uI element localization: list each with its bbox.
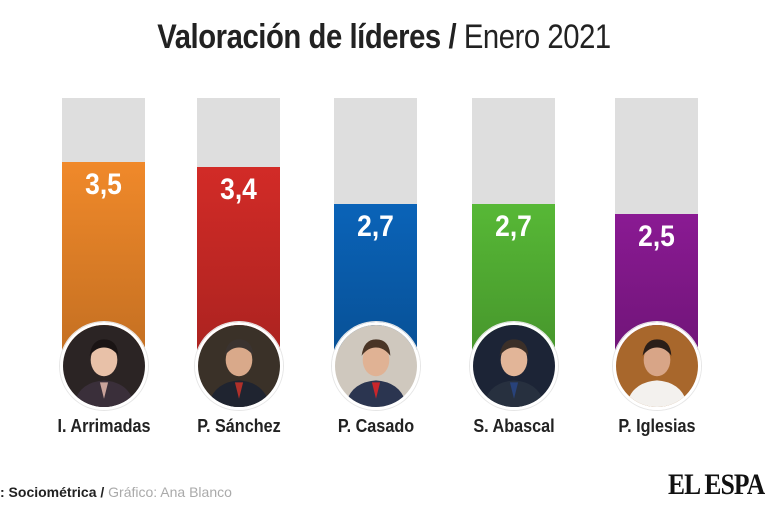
chart-title: Valoración de líderes / Enero 2021	[54, 18, 714, 57]
bar	[62, 162, 145, 350]
bar-value-label: 2,7	[357, 209, 394, 243]
bar-value-label: 2,7	[495, 209, 532, 243]
portrait-iglesias	[612, 322, 701, 410]
title-main: Valoración de líderes	[157, 18, 441, 56]
source-credit: : Sociométrica / Gráfico: Ana Blanco	[0, 484, 232, 500]
leader-name: S. Abascal	[472, 416, 555, 436]
portrait-arrimadas	[59, 322, 148, 410]
leader-name: P. Sánchez	[196, 416, 281, 436]
graphic-credit: Gráfico: Ana Blanco	[108, 484, 232, 500]
source-label: : Sociométrica	[0, 484, 97, 500]
el-espanol-logo: EL ESPA	[668, 468, 765, 501]
leader-name: P. Casado	[337, 416, 414, 436]
bar-value-label: 3,5	[85, 168, 122, 201]
title-separator: /	[440, 18, 464, 56]
bar-value-label: 3,4	[220, 173, 257, 207]
source-separator: /	[96, 484, 109, 500]
portrait-abascal	[469, 322, 558, 410]
title-date: Enero 2021	[463, 18, 611, 56]
bar	[197, 167, 280, 350]
portrait-casado	[331, 322, 420, 410]
portrait-sanchez	[194, 322, 283, 410]
leader-name: I. Arrimadas	[56, 416, 151, 436]
bar-value-label: 2,5	[638, 220, 675, 253]
leader-name: P. Iglesias	[617, 416, 696, 436]
